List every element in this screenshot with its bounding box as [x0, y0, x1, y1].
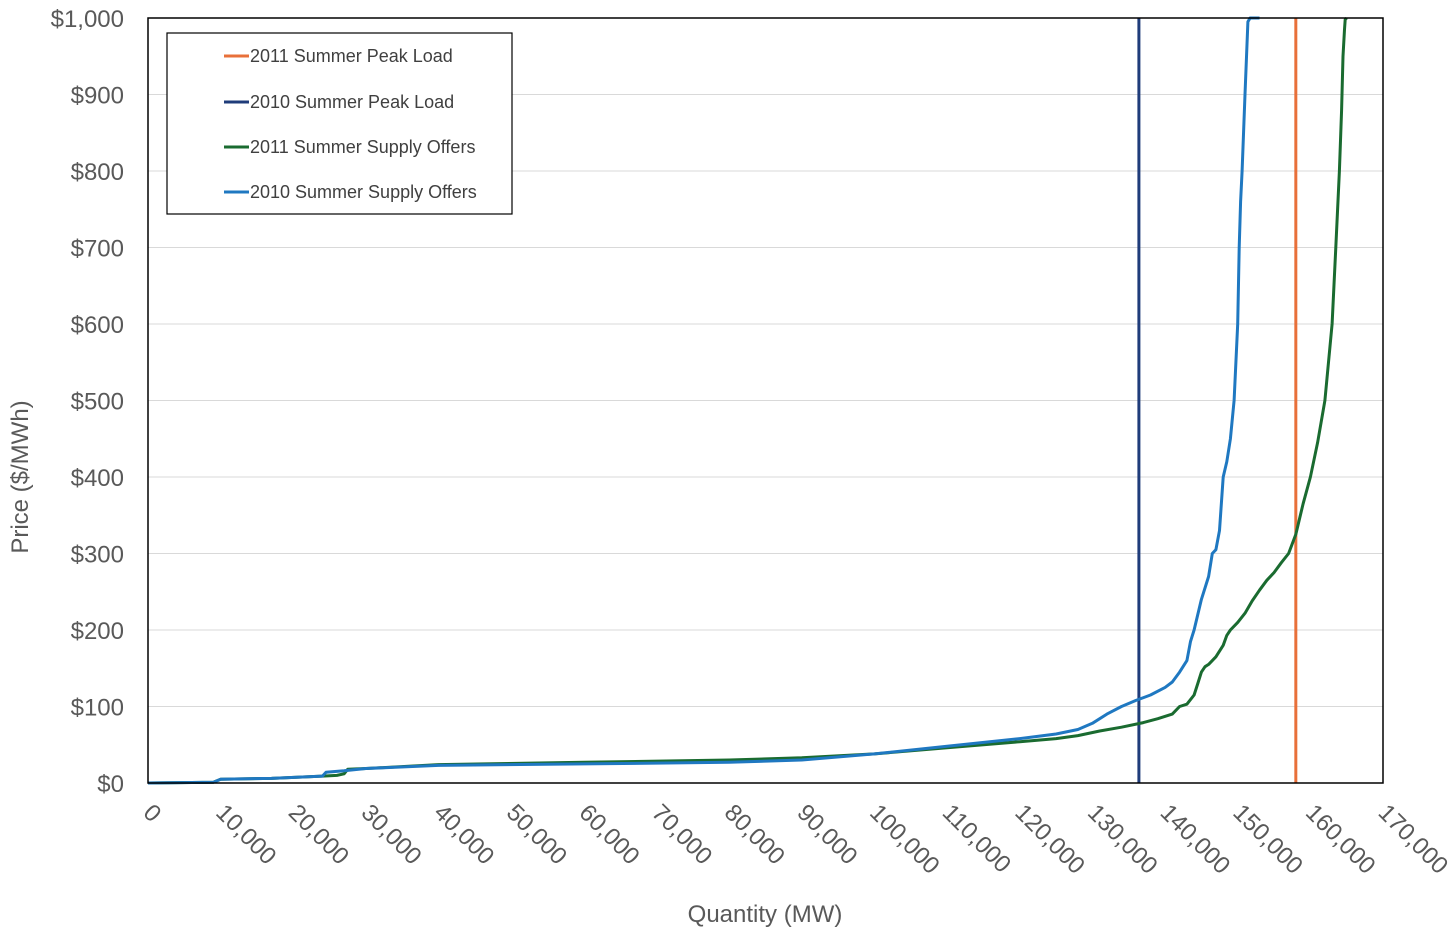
- y-axis-title: Price ($/MWh): [7, 400, 34, 553]
- x-tick-label: 10,000: [210, 799, 281, 870]
- legend-label-2010-supply-offers: 2010 Summer Supply Offers: [250, 182, 477, 202]
- y-axis-ticks: $0 $100 $200 $300 $400 $500 $600 $700 $800 $900 $1…: [51, 6, 124, 798]
- x-axis-ticks: 0 10,000 20,000 30,000 40,000 50,000 60,000 70,…: [138, 799, 1453, 879]
- legend-label-2010-peak-load: 2010 Summer Peak Load: [250, 92, 454, 112]
- y-tick-label: $1,000: [51, 6, 124, 33]
- legend-label-2011-peak-load: 2011 Summer Peak Load: [250, 46, 453, 66]
- series-line: [147, 16, 1260, 785]
- y-tick-label: $500: [71, 389, 124, 416]
- y-tick-label: $300: [71, 542, 124, 569]
- y-tick-label: $0: [97, 771, 124, 798]
- legend: 2011 Summer Peak Load 2010 Summer Peak L…: [166, 32, 513, 215]
- x-tick-label: 140,000: [1155, 799, 1235, 879]
- x-tick-label: 50,000: [501, 799, 572, 870]
- x-tick-label: 0: [138, 799, 167, 828]
- x-tick-label: 20,000: [283, 799, 354, 870]
- x-tick-label: 150,000: [1227, 799, 1307, 879]
- supply-offer-series: [147, 16, 1348, 785]
- x-tick-label: 40,000: [428, 799, 499, 870]
- x-tick-label: 90,000: [792, 799, 863, 870]
- y-tick-label: $800: [71, 159, 124, 186]
- y-tick-label: $200: [71, 618, 124, 645]
- x-tick-label: 70,000: [646, 799, 717, 870]
- y-tick-label: $400: [71, 465, 124, 492]
- x-tick-label: 30,000: [356, 799, 427, 870]
- x-tick-label: 130,000: [1082, 799, 1162, 879]
- y-tick-label: $600: [71, 312, 124, 339]
- x-axis-title: Quantity (MW): [688, 901, 843, 928]
- x-tick-label: 60,000: [574, 799, 645, 870]
- x-tick-label: 170,000: [1373, 799, 1453, 879]
- x-tick-label: 110,000: [937, 799, 1016, 878]
- y-tick-label: $100: [71, 695, 124, 722]
- x-tick-label: 100,000: [864, 799, 944, 879]
- legend-label-2011-supply-offers: 2011 Summer Supply Offers: [250, 137, 475, 157]
- x-tick-label: 120,000: [1010, 799, 1090, 879]
- x-tick-label: 160,000: [1300, 799, 1380, 879]
- y-tick-label: $700: [71, 236, 124, 263]
- gridlines: [148, 94, 1383, 707]
- plot-area-frame: [147, 17, 1384, 784]
- x-tick-label: 80,000: [719, 799, 790, 870]
- y-tick-label: $900: [71, 83, 124, 110]
- peak-load-lines: [1137, 18, 1298, 783]
- legend-box: [166, 32, 513, 215]
